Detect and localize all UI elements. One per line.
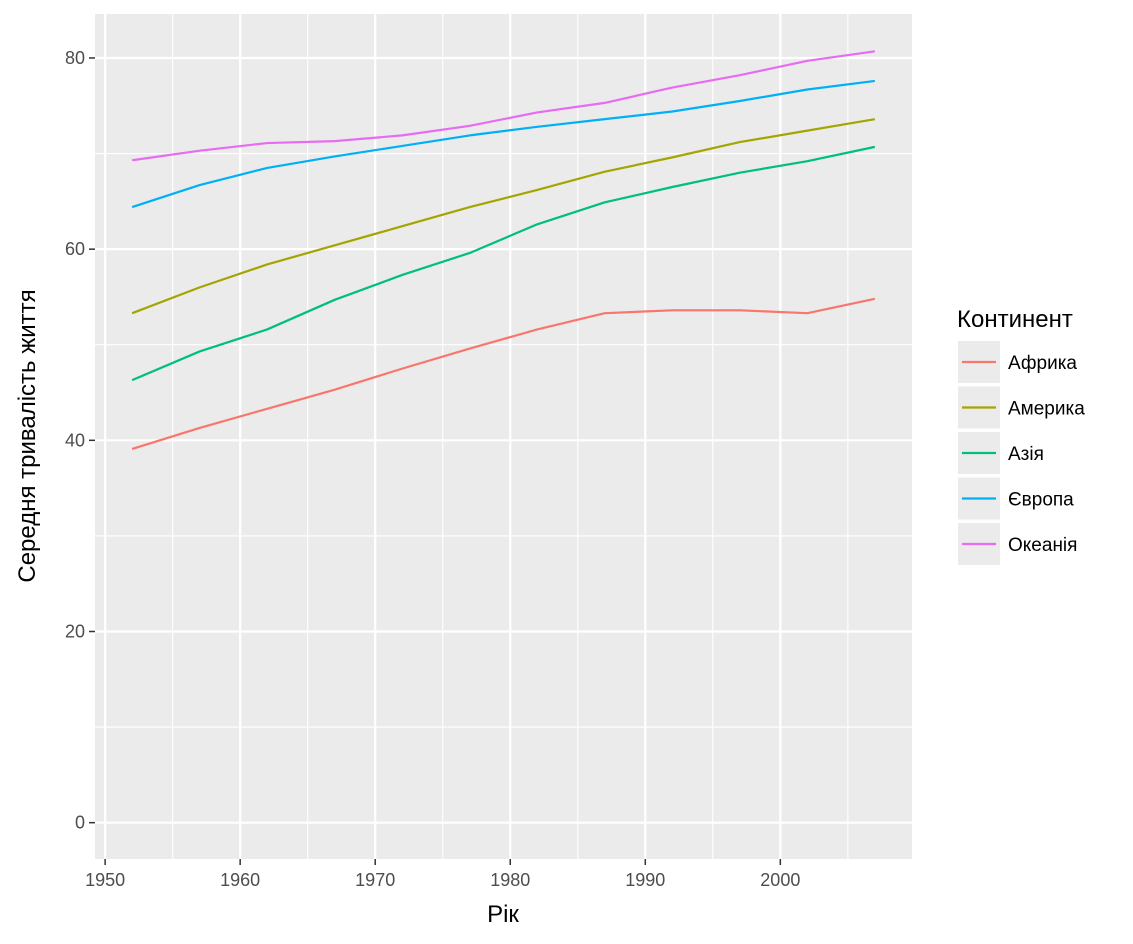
series-line-5 — [131, 50, 876, 162]
series-line-4 — [131, 79, 875, 209]
legend-label: Африка — [1008, 353, 1077, 374]
legend-label: Азія — [1008, 444, 1044, 465]
series-line-3 — [131, 145, 876, 382]
x-tick-label: 1990 — [625, 870, 665, 890]
series-line-1 — [131, 297, 876, 450]
x-axis: 1950 1960 1970 1980 1990 2000 — [85, 859, 800, 890]
y-axis-title: Середня тривалість життя — [14, 289, 41, 582]
legend-label: Європа — [1008, 490, 1074, 511]
grid-minor — [95, 14, 912, 859]
legend-title: Континент — [957, 306, 1073, 333]
series-line-2 — [131, 118, 876, 315]
y-axis: 0 20 40 60 80 — [65, 48, 95, 833]
y-tick-label: 0 — [75, 813, 85, 833]
legend-label: Океанія — [1008, 535, 1077, 556]
grid-major — [95, 14, 912, 859]
series-lines — [131, 50, 876, 450]
plot-panel — [95, 14, 912, 859]
x-tick-label: 2000 — [760, 870, 800, 890]
x-tick-label: 1960 — [220, 870, 260, 890]
y-tick-label: 40 — [65, 430, 85, 450]
x-tick-label: 1950 — [85, 870, 125, 890]
legend-label: Америка — [1008, 399, 1085, 420]
y-tick-label: 60 — [65, 239, 85, 259]
x-axis-title: Рік — [487, 901, 519, 928]
y-tick-label: 80 — [65, 48, 85, 68]
y-tick-label: 20 — [65, 622, 85, 642]
x-tick-label: 1980 — [490, 870, 530, 890]
legend: Континент Африка Америка Азія Європа Океанія — [957, 306, 1085, 565]
x-tick-label: 1970 — [355, 870, 395, 890]
